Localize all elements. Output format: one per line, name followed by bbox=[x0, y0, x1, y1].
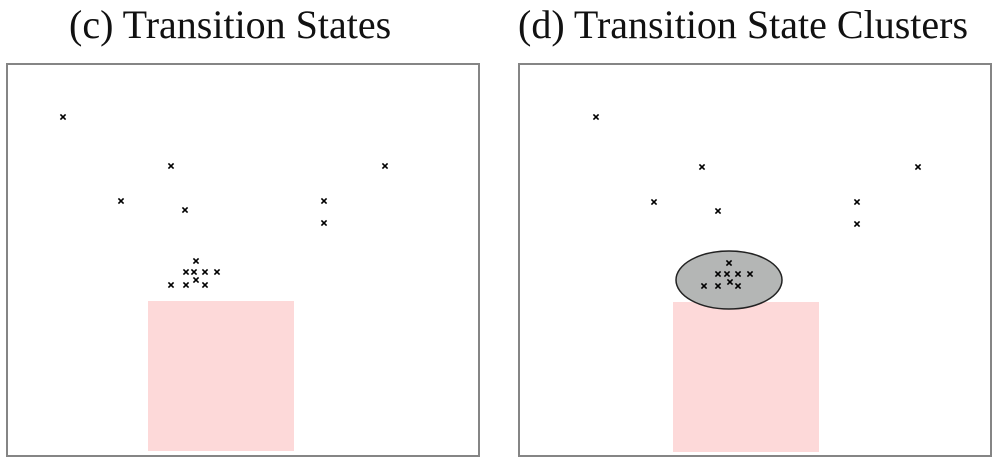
goal-region bbox=[673, 302, 819, 452]
transition-state-marker bbox=[190, 268, 198, 276]
transition-state-marker bbox=[167, 162, 175, 170]
transition-state-marker bbox=[650, 198, 658, 206]
transition-state-marker bbox=[714, 282, 722, 290]
transition-state-marker bbox=[734, 282, 742, 290]
transition-state-marker bbox=[734, 270, 742, 278]
transition-state-marker bbox=[201, 268, 209, 276]
goal-region bbox=[148, 301, 294, 451]
transition-state-marker bbox=[914, 163, 922, 171]
transition-state-marker bbox=[192, 257, 200, 265]
transition-state-marker bbox=[853, 220, 861, 228]
transition-state-marker bbox=[182, 281, 190, 289]
transition-state-marker bbox=[381, 162, 389, 170]
transition-state-marker bbox=[192, 276, 200, 284]
transition-state-marker bbox=[698, 163, 706, 171]
transition-state-marker bbox=[167, 281, 175, 289]
transition-state-marker bbox=[117, 197, 125, 205]
panel-c-canvas bbox=[59, 113, 389, 451]
transition-state-marker bbox=[201, 281, 209, 289]
transition-state-marker bbox=[213, 268, 221, 276]
transition-state-marker bbox=[725, 259, 733, 267]
panel-d-title: (d) Transition State Clusters bbox=[518, 2, 969, 47]
transition-state-marker bbox=[714, 207, 722, 215]
transition-state-marker bbox=[182, 268, 190, 276]
transition-state-marker bbox=[746, 270, 754, 278]
transition-state-marker bbox=[59, 113, 67, 121]
transition-state-marker bbox=[726, 278, 734, 286]
panel-c-title: (c) Transition States bbox=[69, 2, 392, 47]
transition-state-marker bbox=[320, 197, 328, 205]
transition-state-marker bbox=[181, 206, 189, 214]
panel-d-plot bbox=[518, 63, 992, 457]
transition-state-marker bbox=[592, 113, 600, 121]
panel-d-canvas bbox=[592, 113, 922, 452]
transition-state-marker bbox=[700, 282, 708, 290]
panel-c-plot bbox=[6, 63, 480, 457]
transition-state-marker bbox=[723, 270, 731, 278]
transition-state-marker bbox=[714, 270, 722, 278]
transition-state-marker bbox=[853, 198, 861, 206]
transition-state-marker bbox=[320, 219, 328, 227]
